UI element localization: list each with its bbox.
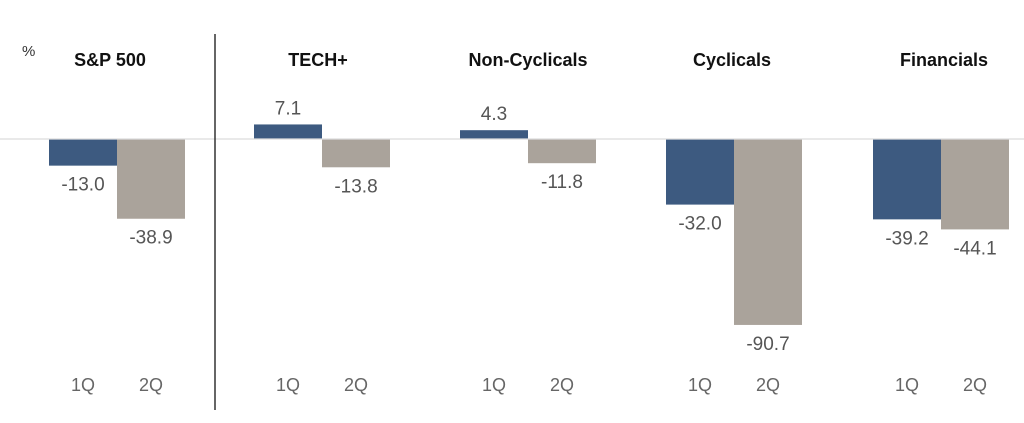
- tick-label-financials-2q: 2Q: [963, 375, 987, 395]
- tick-label-financials-1q: 1Q: [895, 375, 919, 395]
- value-label-tech-2q: -13.8: [334, 176, 377, 197]
- group-title-cyclicals: Cyclicals: [693, 50, 771, 70]
- bar-financials-1q: [873, 139, 941, 220]
- tick-label-cyclicals-1q: 1Q: [688, 375, 712, 395]
- group-title-sandp-500: S&P 500: [74, 50, 146, 70]
- value-label-non-cyclicals-2q: -11.8: [541, 172, 583, 193]
- bar-non-cyclicals-2q: [528, 139, 596, 164]
- group-sandp-500: S&P 500 -13.0 1Q -38.9 2Q: [49, 50, 185, 395]
- group-cyclicals: Cyclicals -32.0 1Q -90.7 2Q: [666, 50, 802, 395]
- value-label-non-cyclicals-1q: 4.3: [481, 104, 507, 125]
- value-label-financials-1q: -39.2: [885, 228, 928, 249]
- tick-label-tech-1q: 1Q: [276, 375, 300, 395]
- bar-non-cyclicals-1q: [460, 130, 528, 139]
- tick-label-non-cyclicals-2q: 2Q: [550, 375, 574, 395]
- group-non-cyclicals: Non-Cyclicals 4.3 1Q -11.8 2Q: [460, 50, 596, 395]
- y-unit-label: %: [22, 43, 35, 60]
- group-title-non-cyclicals: Non-Cyclicals: [468, 50, 587, 70]
- bar-cyclicals-2q: [734, 139, 802, 325]
- tick-label-cyclicals-2q: 2Q: [756, 375, 780, 395]
- value-label-sandp-500-2q: -38.9: [129, 228, 172, 249]
- tick-label-sandp-500-1q: 1Q: [71, 375, 95, 395]
- group-title-tech: TECH+: [288, 50, 348, 70]
- tick-label-sandp-500-2q: 2Q: [139, 375, 163, 395]
- bar-tech-1q: [254, 124, 322, 139]
- value-label-tech-1q: 7.1: [275, 98, 301, 119]
- bar-sandp-500-2q: [117, 139, 185, 219]
- bar-financials-2q: [941, 139, 1009, 230]
- group-financials: Financials -39.2 1Q -44.1 2Q: [873, 50, 1009, 395]
- value-label-cyclicals-1q: -32.0: [678, 214, 721, 235]
- bar-cyclicals-1q: [666, 139, 734, 205]
- bar-groups: S&P 500-13.01Q-38.92QTECH+7.11Q-13.82QNo…: [49, 50, 1009, 395]
- value-label-cyclicals-2q: -90.7: [746, 334, 789, 355]
- group-tech: TECH+ 7.1 1Q -13.8 2Q: [254, 50, 390, 395]
- tick-label-tech-2q: 2Q: [344, 375, 368, 395]
- tick-label-non-cyclicals-1q: 1Q: [482, 375, 506, 395]
- group-title-financials: Financials: [900, 50, 988, 70]
- bar-sandp-500-1q: [49, 139, 117, 166]
- value-label-sandp-500-1q: -13.0: [61, 175, 104, 196]
- bar-tech-2q: [322, 139, 390, 168]
- value-label-financials-2q: -44.1: [953, 238, 996, 259]
